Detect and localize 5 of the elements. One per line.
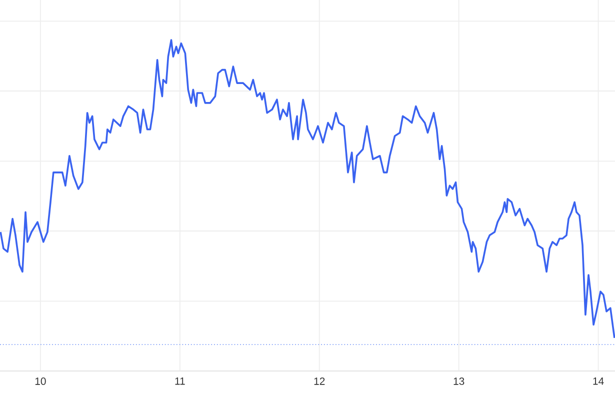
x-tick-label: 13 [454,378,464,385]
x-tick-label: 12 [314,378,325,385]
x-tick-label: 10 [35,378,46,385]
x-tick-label: 11 [175,378,185,385]
x-tick-label: 14 [593,378,604,385]
